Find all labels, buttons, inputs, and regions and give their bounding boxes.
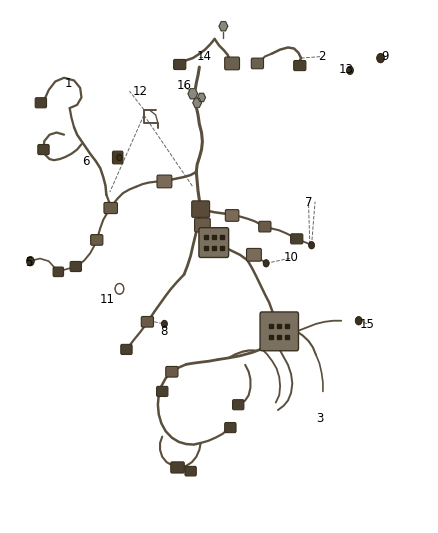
Text: 9: 9	[381, 50, 389, 63]
FancyBboxPatch shape	[260, 312, 298, 351]
FancyBboxPatch shape	[194, 218, 210, 232]
FancyBboxPatch shape	[121, 344, 132, 354]
FancyBboxPatch shape	[173, 60, 186, 69]
FancyBboxPatch shape	[251, 58, 264, 69]
FancyBboxPatch shape	[225, 423, 236, 433]
Circle shape	[355, 317, 362, 325]
FancyBboxPatch shape	[141, 317, 153, 327]
Circle shape	[26, 256, 34, 266]
FancyBboxPatch shape	[233, 400, 244, 410]
Circle shape	[308, 241, 314, 249]
FancyBboxPatch shape	[113, 151, 123, 164]
FancyBboxPatch shape	[290, 234, 303, 244]
Text: 13: 13	[338, 63, 353, 76]
FancyBboxPatch shape	[156, 386, 168, 397]
FancyBboxPatch shape	[157, 175, 172, 188]
FancyBboxPatch shape	[171, 462, 184, 473]
Text: 11: 11	[100, 293, 115, 306]
FancyBboxPatch shape	[53, 267, 64, 277]
FancyBboxPatch shape	[225, 209, 239, 221]
Text: 16: 16	[177, 79, 191, 92]
Text: 2: 2	[318, 50, 325, 63]
FancyBboxPatch shape	[166, 367, 178, 377]
Polygon shape	[193, 98, 201, 107]
Text: 14: 14	[196, 50, 211, 63]
FancyBboxPatch shape	[199, 228, 229, 257]
FancyBboxPatch shape	[247, 248, 261, 261]
FancyBboxPatch shape	[293, 61, 306, 70]
FancyBboxPatch shape	[91, 235, 103, 245]
Text: 5: 5	[25, 256, 33, 269]
Text: 12: 12	[133, 85, 148, 98]
FancyBboxPatch shape	[70, 262, 81, 271]
FancyBboxPatch shape	[38, 144, 49, 155]
Circle shape	[263, 260, 269, 267]
Polygon shape	[188, 88, 198, 99]
Text: 1: 1	[65, 77, 72, 90]
Circle shape	[117, 155, 122, 161]
Text: 10: 10	[283, 252, 298, 264]
Text: 6: 6	[82, 155, 90, 168]
Circle shape	[346, 66, 353, 75]
Text: 15: 15	[360, 319, 375, 332]
FancyBboxPatch shape	[185, 466, 196, 476]
Text: 3: 3	[316, 411, 323, 424]
FancyBboxPatch shape	[192, 201, 210, 217]
Text: 8: 8	[161, 325, 168, 338]
Circle shape	[161, 320, 167, 328]
Polygon shape	[219, 22, 228, 31]
Text: 7: 7	[305, 196, 312, 209]
FancyBboxPatch shape	[35, 98, 46, 108]
FancyBboxPatch shape	[225, 57, 240, 70]
Circle shape	[377, 53, 385, 63]
FancyBboxPatch shape	[104, 203, 117, 214]
FancyBboxPatch shape	[259, 221, 271, 232]
Polygon shape	[198, 93, 205, 102]
